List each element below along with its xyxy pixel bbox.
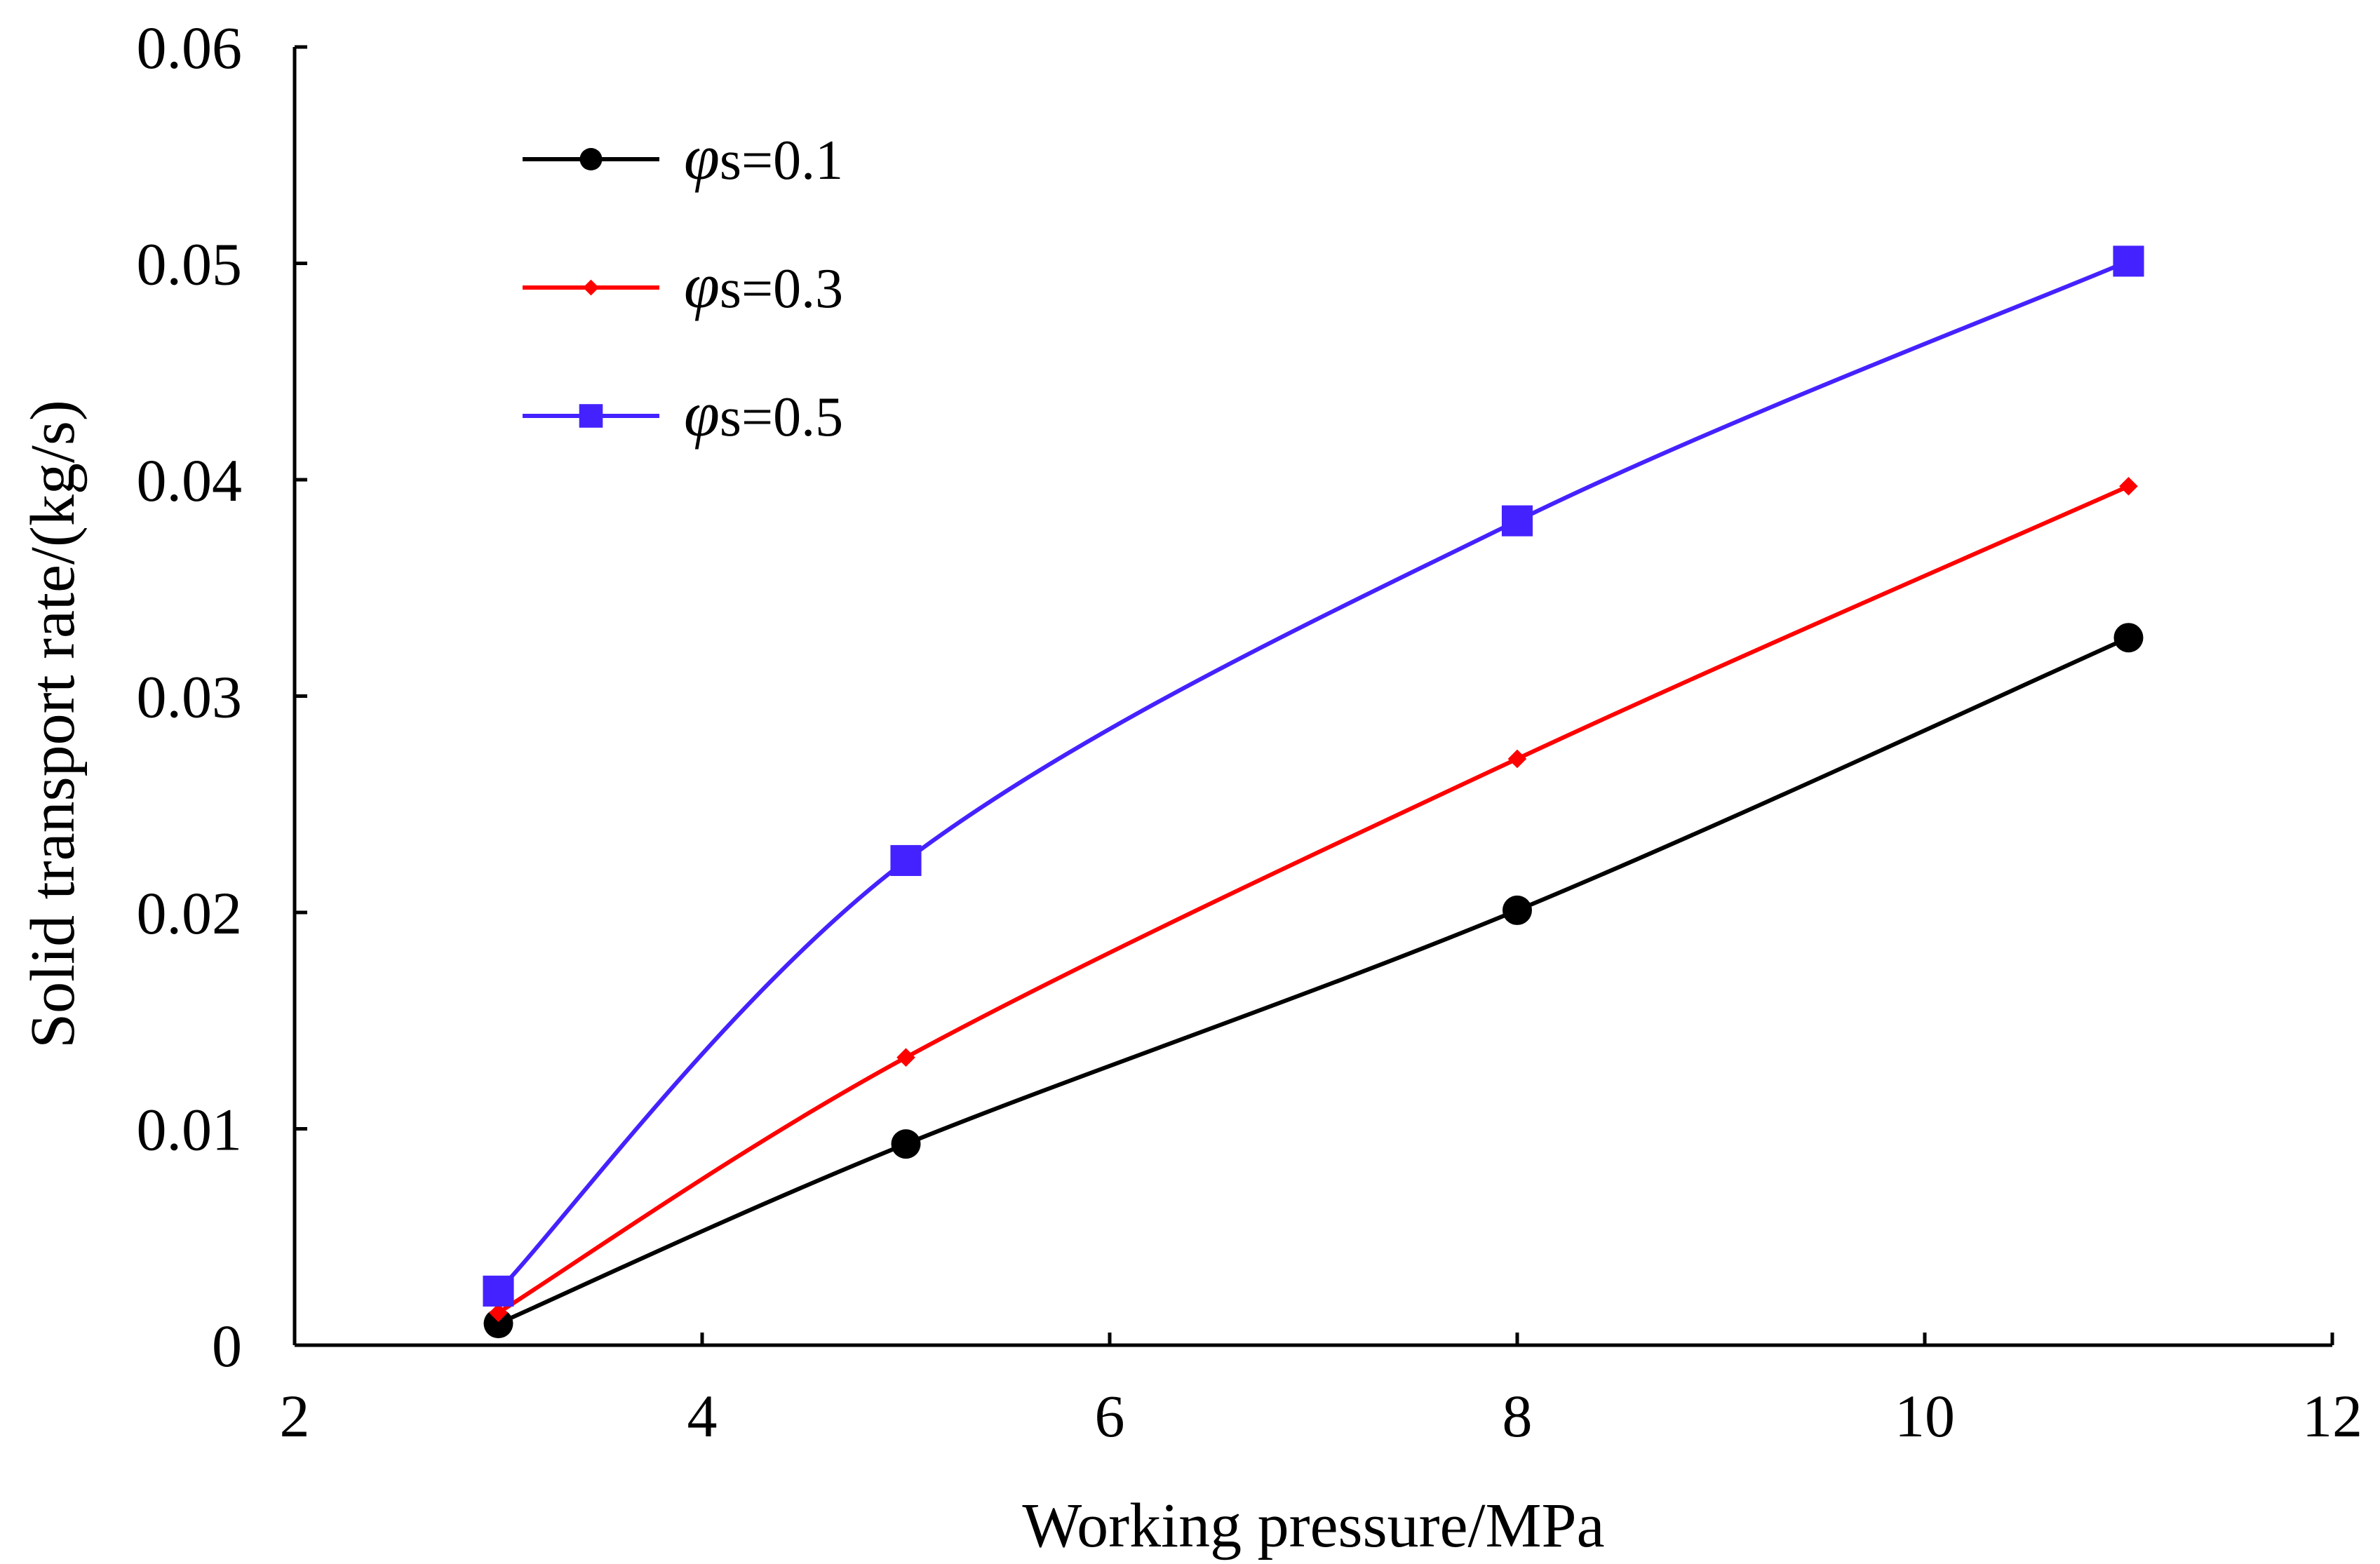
x-tick-label: 12 — [2302, 1382, 2362, 1450]
x-axis-title: Working pressure/MPa — [1022, 1491, 1604, 1560]
legend-item: φs=0.1 — [523, 121, 843, 193]
data-point — [890, 844, 922, 877]
x-tick-label: 6 — [1095, 1382, 1125, 1450]
legend-label: φs=0.3 — [684, 250, 843, 321]
data-point — [489, 1303, 508, 1323]
data-point — [2119, 476, 2138, 496]
legend-marker — [579, 404, 603, 428]
data-point — [896, 1048, 915, 1067]
series-2 — [489, 476, 2138, 1323]
y-axis-title: Solid transport rate/(kg/s) — [18, 400, 88, 1049]
y-tick-label: 0.05 — [137, 231, 243, 298]
data-point — [1507, 749, 1527, 769]
series-line — [496, 484, 2131, 1315]
legend-value: s=0.1 — [720, 130, 843, 191]
legend-item: φs=0.5 — [523, 378, 843, 450]
y-tick-label: 0 — [212, 1312, 242, 1380]
legend-value: s=0.3 — [720, 258, 843, 320]
x-tick-label: 4 — [687, 1382, 718, 1450]
series-1 — [483, 623, 2144, 1339]
series-group — [483, 245, 2144, 1339]
legend-item: φs=0.3 — [523, 250, 843, 321]
x-tick-label: 8 — [1502, 1382, 1533, 1450]
x-tick-label: 2 — [280, 1382, 310, 1450]
legend: φs=0.1φs=0.3φs=0.5 — [523, 121, 843, 450]
plot-area: 2 4 6 8 10 12 0 0.01 0.02 0.03 0.04 0.05 0.06 — [137, 14, 2363, 1450]
data-point — [483, 1275, 514, 1307]
y-tick-label: 0.03 — [137, 663, 243, 731]
y-tick-label: 0.01 — [137, 1096, 243, 1164]
data-point — [1502, 895, 1532, 925]
legend-label: φs=0.5 — [684, 378, 843, 450]
series-line — [496, 635, 2131, 1326]
legend-symbol: φ — [684, 378, 720, 450]
data-point — [2113, 245, 2144, 277]
legend-label: φs=0.1 — [684, 121, 843, 193]
legend-marker — [579, 148, 603, 170]
legend-value: s=0.5 — [720, 386, 843, 448]
series-line — [496, 259, 2131, 1293]
data-point — [1501, 505, 1533, 537]
y-tick-label: 0.02 — [137, 879, 243, 947]
data-point — [483, 1309, 513, 1339]
legend-marker — [583, 279, 599, 296]
x-axis-ticks: 2 4 6 8 10 12 — [280, 1333, 2362, 1450]
data-point — [2113, 623, 2144, 653]
y-tick-label: 0.04 — [137, 447, 243, 514]
data-point — [891, 1129, 921, 1159]
x-tick-label: 10 — [1895, 1382, 1955, 1450]
y-axis-ticks: 0 0.01 0.02 0.03 0.04 0.05 0.06 — [137, 14, 307, 1380]
legend-symbol: φ — [684, 250, 720, 321]
y-tick-label: 0.06 — [137, 14, 243, 81]
legend-symbol: φ — [684, 121, 720, 193]
series-3 — [483, 245, 2144, 1307]
